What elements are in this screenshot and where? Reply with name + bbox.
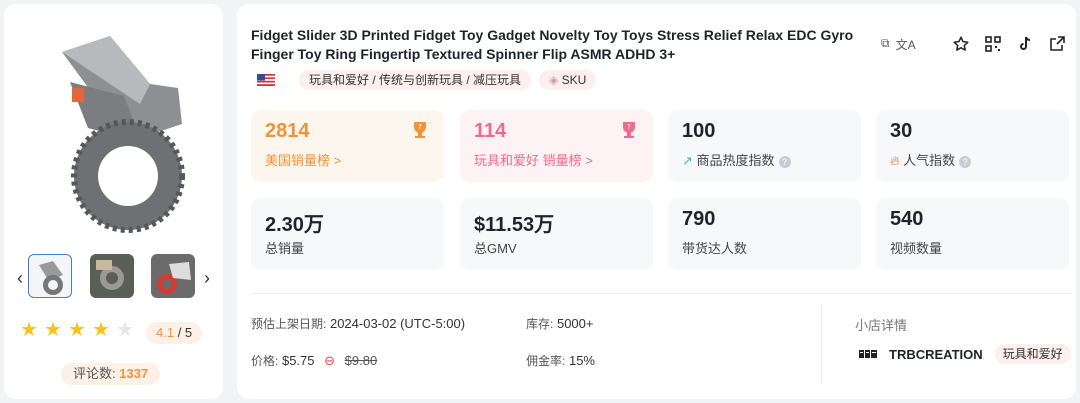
price-label: 价格: [251,354,279,368]
tag-row: 玩具和爱好 / 传统与创新玩具 / 减压玩具 ◈ SKU [257,70,597,90]
qr-code-icon[interactable] [981,32,1005,56]
rating-score: 4.1 / 5 [146,322,203,344]
stat-value: 2.30万 [265,214,324,236]
shop-logo [859,350,877,358]
trophy-icon: ? [414,122,426,138]
external-link-icon[interactable] [1045,32,1069,56]
total-gmv-tile: $11.53万 总GMV [460,198,653,270]
copy-icon[interactable]: ⧉ [881,36,890,50]
product-gallery-card: ‹ › ★ ★ ★ ★ ★ 4.1 / 5 评论数: 1337 [4,4,223,399]
stat-label: 美国销量榜 > [265,153,342,168]
star-icon: ★ [20,319,38,341]
shop-category-tag: 玩具和爱好 [994,344,1071,364]
logo-mark [72,88,84,102]
us-flag-icon [257,74,275,86]
stat-label: 视频数量 [890,241,943,256]
thumbnail-strip: ‹ › [12,254,215,302]
rating-stars: ★ ★ ★ ★ ★ [20,320,136,340]
trend-icon: ↗ [682,153,697,168]
shop-details-header: 小店详情 [855,318,908,333]
stat-label: 商品热度指数 [696,153,775,168]
vertical-divider [821,304,822,384]
category-path-tag[interactable]: 玩具和爱好 / 传统与创新玩具 / 减压玩具 [299,70,532,90]
stock-value: 5000+ [556,316,594,331]
star-empty-icon: ★ [116,319,134,341]
launch-date-row: 预估上架日期: 2024-03-02 (UTC-5:00) [251,315,465,332]
stat-value: 114 [474,120,507,142]
reviews-count-badge: 评论数: 1337 [61,363,161,385]
stat-label: 总GMV [474,241,517,256]
video-count-tile: 540 视频数量 [876,198,1069,270]
commission-value: 15% [568,353,595,368]
commission-row: 佣金率: 15% [526,352,595,369]
star-icon: ★ [92,319,110,341]
reviews-value: 1337 [119,366,149,381]
stat-value: $11.53万 [474,214,555,236]
creator-count-tile: 790 带货达人数 [668,198,861,270]
shop-info[interactable]: TRBCREATION 玩具和爱好 [859,344,1071,364]
stat-label: 总销量 [265,241,305,256]
stat-value: 790 [682,208,716,230]
action-icons [949,32,1069,56]
thumbnail-3[interactable] [151,254,195,298]
section-divider [251,293,1071,294]
rating-value: 4.1 [156,325,175,340]
launch-date-label: 预估上架日期: [251,317,327,331]
fire-icon: 🔥︎ [890,153,904,168]
launch-date-value: 2024-03-02 (UTC-5:00) [329,316,466,331]
star-icon: ★ [44,319,62,341]
stat-label-row: 🔥︎ 人气指数? [890,150,972,169]
next-image-arrow[interactable]: › [204,268,210,288]
stock-row: 库存: 5000+ [526,315,593,332]
price-value: $5.75 [281,353,315,368]
total-sales-tile: 2.30万 总销量 [251,198,444,270]
stat-value: 2814 [265,120,310,142]
stat-label: 带货达人数 [682,241,748,256]
stat-label: 人气指数 [903,153,956,168]
title-tools: ⧉ 文A [881,36,916,53]
category-sales-rank-tile[interactable]: 114 玩具和爱好 销量榜 > ? [460,110,653,182]
thumbnail-1[interactable] [28,254,72,298]
stock-label: 库存: [526,317,554,331]
svg-text:?: ? [418,123,422,131]
tag-icon: ◈ [549,73,562,87]
translate-icon[interactable]: 文A [895,38,916,52]
original-price: $9.80 [344,353,378,368]
heat-index-tile: 100 ↗ 商品热度指数? [668,110,861,182]
trophy-icon: ? [623,122,635,138]
sku-label: SKU [561,73,587,87]
us-sales-rank-tile[interactable]: 2814 美国销量榜 > ? [251,110,444,182]
product-main-image[interactable] [32,24,192,244]
help-icon[interactable]: ? [778,155,791,168]
stat-label-row: ↗ 商品热度指数? [682,150,791,169]
tiktok-icon[interactable] [1013,32,1037,56]
discount-icon: ⊖ [324,353,336,368]
shop-name[interactable]: TRBCREATION [889,346,983,362]
reviews-label: 评论数: [73,366,116,381]
stat-value: 540 [890,208,924,230]
product-details-card: Fidget Slider 3D Printed Fidget Toy Gadg… [237,4,1076,399]
sku-tag[interactable]: ◈ SKU [539,70,597,90]
popularity-index-tile: 30 🔥︎ 人气指数? [876,110,1069,182]
commission-label: 佣金率: [526,354,566,368]
stat-label: 玩具和爱好 销量榜 > [474,153,593,168]
product-title: Fidget Slider 3D Printed Fidget Toy Gadg… [251,27,854,62]
prev-image-arrow[interactable]: ‹ [17,268,23,288]
price-row: 价格: $5.75 ⊖ $9.80 [251,352,377,369]
help-icon[interactable]: ? [959,155,972,168]
svg-text:?: ? [627,123,631,131]
stat-value: 100 [682,120,716,142]
star-icon: ★ [68,319,86,341]
thumbnail-2[interactable] [90,254,134,298]
favorite-star-icon[interactable] [949,32,973,56]
stat-value: 30 [890,120,913,142]
rating-max: / 5 [177,325,193,340]
